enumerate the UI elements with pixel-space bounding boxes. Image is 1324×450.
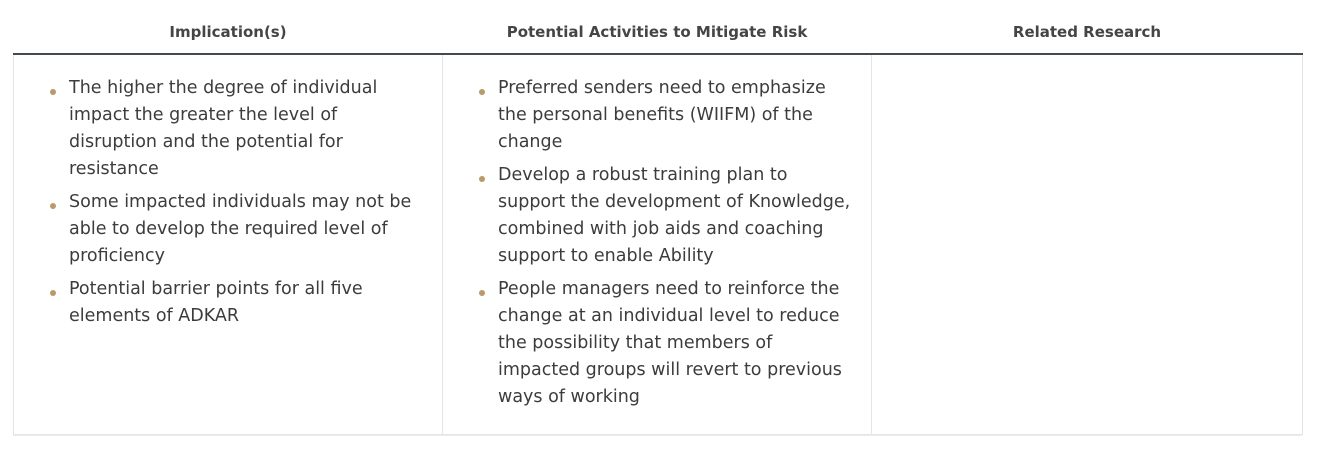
implication-text: The higher the degree of individual impa… xyxy=(69,78,378,179)
list-item: Develop a robust training plan to suppor… xyxy=(477,162,857,270)
list-item: Preferred senders need to emphasize the … xyxy=(477,75,857,156)
list-item: Potential barrier points for all five el… xyxy=(48,276,428,330)
bullet-icon xyxy=(479,176,485,182)
bullet-icon xyxy=(50,89,56,95)
bullet-icon xyxy=(479,89,485,95)
implications-cell: The higher the degree of individual impa… xyxy=(13,54,443,435)
header-activities: Potential Activities to Mitigate Risk xyxy=(442,10,872,55)
activity-text: People managers need to reinforce the ch… xyxy=(498,279,842,407)
implications-list: The higher the degree of individual impa… xyxy=(48,75,428,330)
risk-mitigation-table: Implication(s) Potential Activities to M… xyxy=(13,10,1303,435)
table-row: The higher the degree of individual impa… xyxy=(13,54,1303,435)
activity-text: Develop a robust training plan to suppor… xyxy=(498,165,851,266)
activity-text: Preferred senders need to emphasize the … xyxy=(498,78,826,152)
bullet-icon xyxy=(50,290,56,296)
activities-cell: Preferred senders need to emphasize the … xyxy=(442,54,872,435)
bullet-icon xyxy=(479,290,485,296)
activities-list: Preferred senders need to emphasize the … xyxy=(477,75,857,411)
table-header-row: Implication(s) Potential Activities to M… xyxy=(13,10,1303,55)
list-item: The higher the degree of individual impa… xyxy=(48,75,428,183)
header-implications: Implication(s) xyxy=(13,10,443,55)
implication-text: Some impacted individuals may not be abl… xyxy=(69,192,412,266)
list-item: People managers need to reinforce the ch… xyxy=(477,276,857,411)
related-research-cell xyxy=(871,54,1303,435)
section-divider xyxy=(13,435,1302,436)
risk-table-container: Implication(s) Potential Activities to M… xyxy=(13,10,1303,435)
list-item: Some impacted individuals may not be abl… xyxy=(48,189,428,270)
implication-text: Potential barrier points for all five el… xyxy=(69,279,363,326)
header-related-research: Related Research xyxy=(871,10,1303,55)
bullet-icon xyxy=(50,203,56,209)
